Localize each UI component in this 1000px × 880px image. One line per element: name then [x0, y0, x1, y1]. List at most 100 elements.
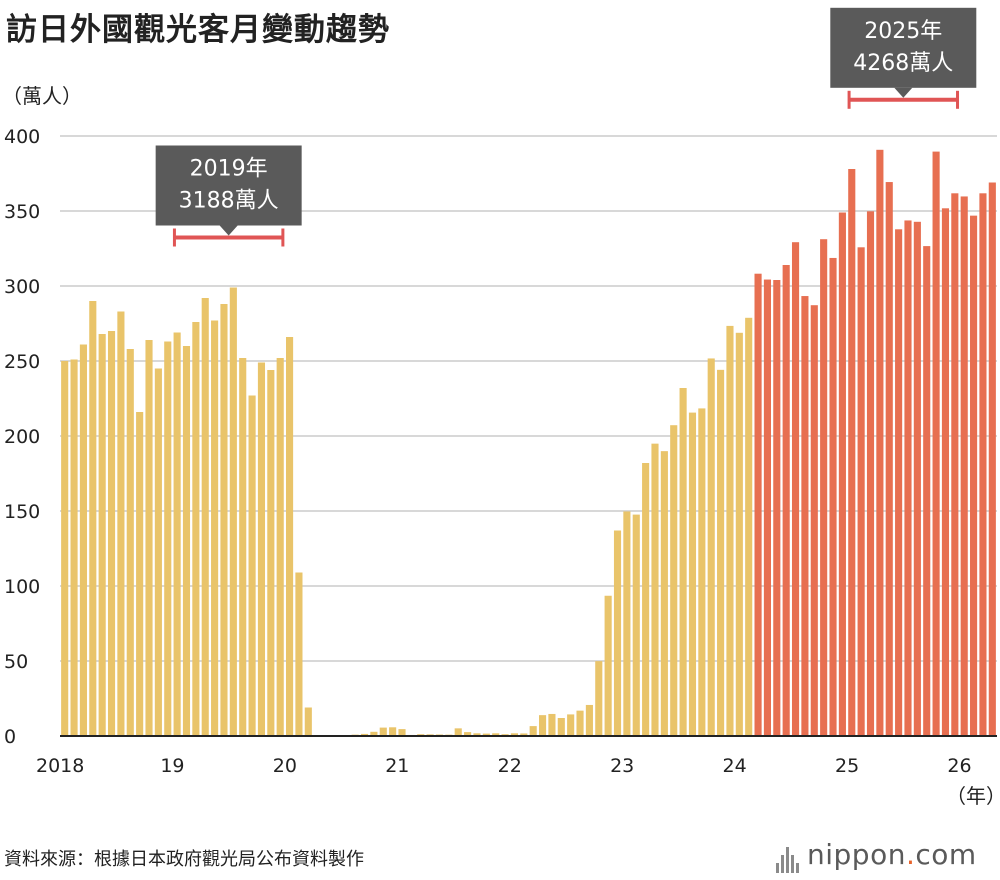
bar: [651, 443, 659, 736]
brand-suffix: com: [915, 838, 977, 871]
bar: [745, 317, 753, 736]
bar: [370, 731, 378, 736]
bar: [913, 221, 921, 737]
bar: [623, 511, 631, 736]
bar: [707, 358, 715, 736]
bar: [211, 320, 219, 736]
bar: [61, 361, 69, 736]
bar: [182, 346, 191, 736]
x-tick-label: 2018: [36, 755, 84, 777]
callout-text: 2025年: [864, 19, 942, 44]
nippon-com-logo: nippon.com: [776, 838, 977, 873]
bar: [857, 247, 865, 737]
x-tick-label: 24: [723, 755, 747, 777]
bar: [117, 311, 125, 736]
bar: [698, 408, 706, 736]
bar: [576, 710, 584, 736]
y-tick-label: 350: [4, 201, 40, 223]
y-axis-unit-label: （萬人）: [2, 84, 82, 108]
y-tick-label: 300: [4, 276, 40, 298]
bar: [773, 280, 781, 736]
bar: [248, 395, 256, 736]
x-tick-label: 19: [160, 755, 184, 777]
bar: [932, 151, 940, 737]
y-tick-label: 0: [4, 726, 16, 748]
bar: [988, 182, 996, 736]
y-tick-label: 100: [4, 576, 40, 598]
bar: [604, 595, 612, 736]
callout-pointer: [894, 87, 913, 98]
bar: [970, 215, 978, 736]
bar: [726, 325, 734, 736]
x-tick-label: 25: [835, 755, 859, 777]
callout-box: [830, 7, 977, 88]
bar: [904, 220, 912, 736]
callout-box: [155, 145, 302, 226]
bar: [595, 661, 603, 736]
bar: [220, 304, 228, 736]
y-tick-label: 50: [4, 651, 28, 673]
bar: [126, 349, 134, 736]
bar: [492, 733, 500, 736]
y-tick-label: 400: [4, 126, 40, 148]
data-source-note: 資料來源：根據日本政府觀光局公布資料製作: [4, 849, 364, 870]
bar: [951, 193, 959, 737]
annotations: 2019年 3188萬人 2025年 4268萬人: [155, 7, 977, 247]
bar: [763, 279, 771, 736]
bar: [538, 715, 547, 736]
bar: [585, 704, 593, 736]
bar: [660, 451, 668, 736]
x-axis-unit-label: （年）: [946, 784, 1000, 808]
bar: [192, 322, 200, 736]
bar: [548, 713, 556, 736]
brand-name: nippon: [807, 838, 906, 871]
bar: [895, 229, 903, 737]
bar: [632, 514, 640, 736]
callout-text: 2019年: [190, 157, 268, 182]
bar: [754, 273, 762, 736]
y-tick-label: 150: [4, 501, 40, 523]
bar: [286, 337, 294, 736]
bar: [829, 257, 837, 736]
bar: [567, 714, 575, 736]
bar: [154, 368, 162, 736]
bars: [61, 149, 996, 737]
bar: [529, 726, 537, 736]
bar: [782, 265, 790, 736]
bar: [379, 727, 387, 736]
bar: [464, 732, 472, 736]
bar: [389, 727, 397, 736]
bar: [145, 340, 153, 736]
bar: [688, 412, 697, 736]
bar: [257, 362, 266, 736]
chart-title: 訪日外國觀光客月變動趨勢: [6, 12, 390, 48]
bar: [473, 733, 481, 736]
bar: [89, 301, 97, 736]
bar: [304, 707, 312, 736]
bar: [276, 358, 284, 736]
bar: [810, 305, 818, 736]
bar: [173, 332, 181, 736]
bar: [613, 530, 622, 736]
bar: [295, 572, 303, 736]
bar: [848, 169, 856, 736]
bar: [801, 296, 809, 736]
bar: [520, 733, 528, 736]
bar: [885, 182, 893, 737]
bar: [960, 196, 968, 736]
bar: [791, 242, 800, 736]
bar: [735, 332, 743, 736]
bar: [201, 298, 209, 736]
bar: [239, 358, 247, 736]
bar: [398, 729, 406, 736]
x-axis-tick-labels: 2018 19 20 21 22 23 24 25 26: [36, 755, 972, 777]
bar: [510, 733, 519, 736]
bar: [923, 246, 931, 736]
bar: [866, 211, 875, 737]
bar: [642, 463, 650, 736]
bar: [876, 149, 884, 737]
bar: [70, 359, 78, 736]
callout-1: 2025年 4268萬人: [830, 7, 977, 109]
bar: [229, 287, 237, 736]
brand-dot: .: [905, 838, 916, 871]
